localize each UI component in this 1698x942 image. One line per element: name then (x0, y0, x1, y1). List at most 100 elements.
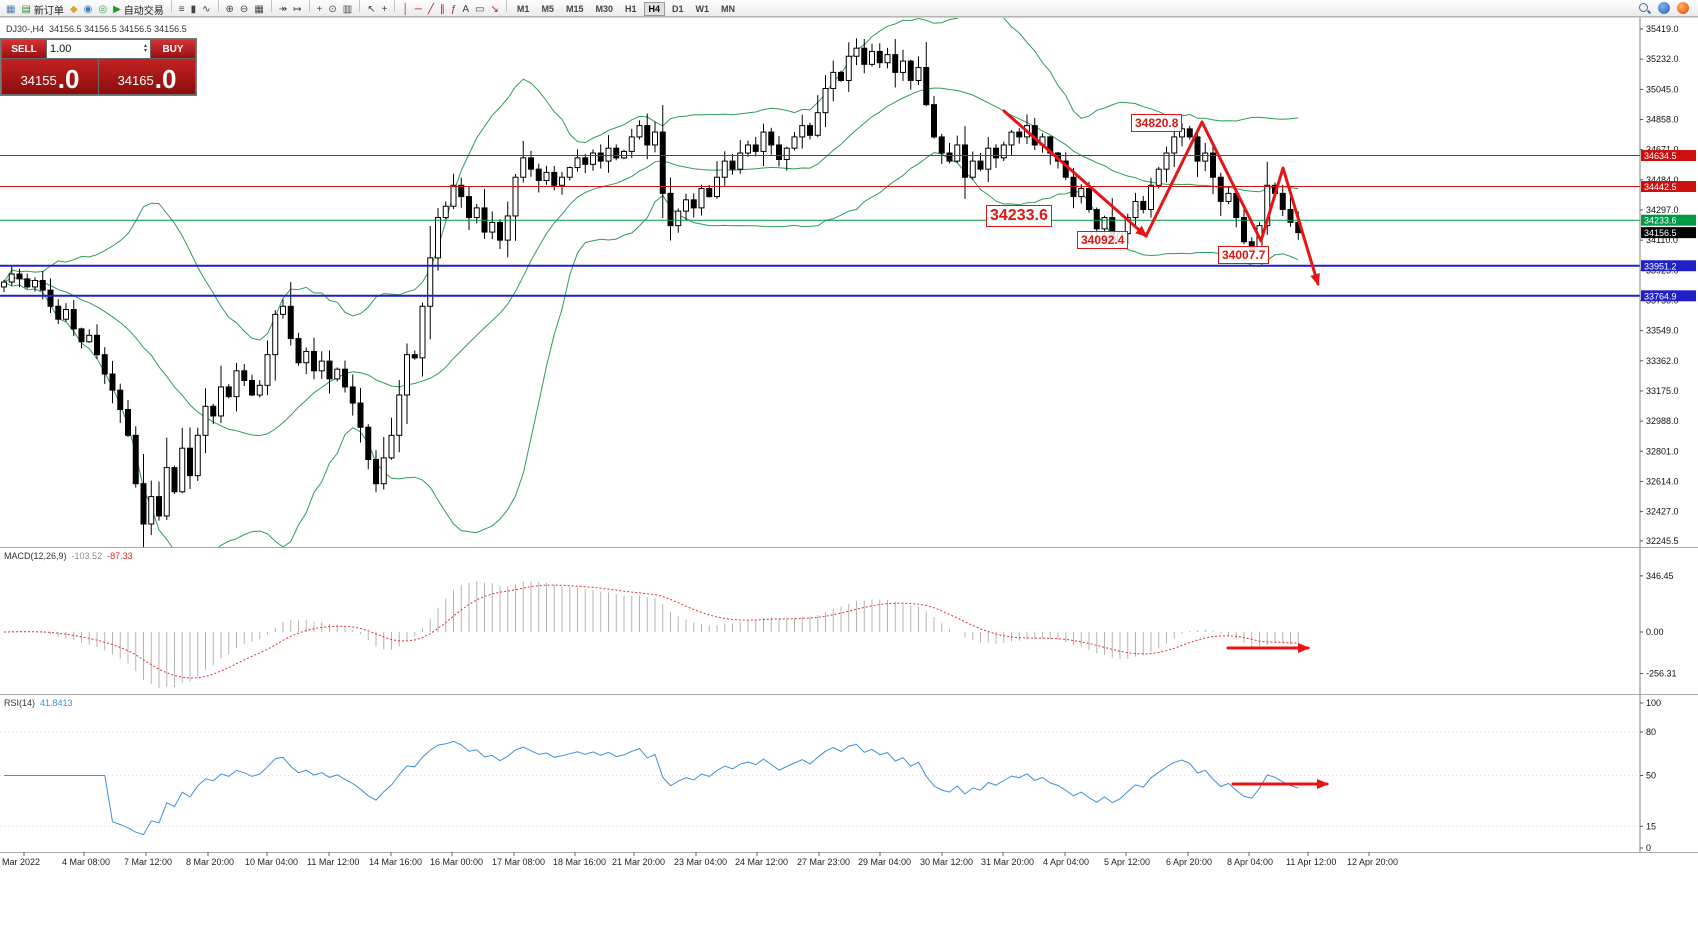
cursor-icon[interactable]: ↖ (367, 4, 376, 15)
price-annotation[interactable]: 34820.8 (1131, 114, 1183, 132)
candles-chart-icon[interactable]: ▮ (190, 4, 197, 15)
candle (1016, 128, 1023, 144)
zoom-out-icon[interactable]: ⊖ (239, 4, 249, 15)
timeframe-mn[interactable]: MN (721, 4, 736, 14)
buy-price[interactable]: 34165.0 (99, 59, 195, 94)
candle (698, 184, 705, 216)
candle (241, 363, 248, 387)
new-order-button[interactable]: ▤ 新订单 (21, 4, 64, 17)
candle (163, 437, 170, 521)
candle (1163, 146, 1170, 183)
label-icon[interactable]: ▭ (475, 4, 485, 15)
templates-button[interactable]: ▥ (342, 4, 353, 15)
price-tick: 32988.0 (1646, 416, 1679, 426)
search-icon[interactable] (1638, 2, 1651, 15)
toolbar-separator (170, 0, 172, 12)
metaeditor-icon[interactable]: ◆ (69, 4, 78, 15)
sell-button[interactable]: SELL (2, 40, 46, 58)
zoom-in-icon[interactable]: ⊕ (225, 4, 234, 15)
candle (326, 350, 333, 394)
arrows-icon[interactable]: ↘ (490, 4, 499, 15)
timeframe-m5[interactable]: M5 (541, 4, 554, 14)
market-watch-icon[interactable]: ◉ (83, 4, 93, 15)
macd-main-value: -103.52 (71, 551, 103, 561)
autotrade-button[interactable]: ▶ 自动交易 (113, 4, 164, 17)
fibonacci-icon[interactable]: ƒ (450, 4, 457, 15)
candle (427, 225, 434, 340)
price-annotation[interactable]: 34233.6 (986, 205, 1052, 227)
tile-windows-icon[interactable]: ▦ (254, 4, 264, 15)
candle (1155, 166, 1162, 189)
crosshair-icon[interactable]: + (381, 4, 388, 15)
vertical-line-icon[interactable]: │ (402, 4, 409, 15)
candle (1225, 187, 1232, 205)
candle (489, 211, 496, 240)
timeframe-m30[interactable]: M30 (595, 4, 613, 14)
community-icon[interactable] (1658, 2, 1670, 14)
toolbar-separator (505, 0, 507, 12)
price-annotation[interactable]: 34092.4 (1077, 231, 1129, 249)
candle (78, 327, 85, 349)
price-annotation[interactable]: 34007.7 (1218, 246, 1270, 264)
price-tick: 34297.0 (1646, 205, 1679, 215)
chart-shift-icon[interactable]: ↦ (293, 4, 302, 15)
sell-price[interactable]: 34155.0 (2, 59, 98, 94)
auto-scroll-icon[interactable]: ↠ (278, 4, 288, 15)
candle (1202, 142, 1209, 172)
candle (644, 113, 651, 160)
trend-arrow-2[interactable] (1144, 120, 1320, 286)
timeframe-h4[interactable]: H4 (643, 2, 666, 16)
trendline-icon[interactable]: ╱ (427, 4, 434, 15)
trend-arrow-1[interactable] (1002, 109, 1148, 238)
toolbar-right-group (1638, 2, 1695, 15)
notifications-icon[interactable] (1677, 2, 1689, 14)
volume-value[interactable]: 1.00 (50, 43, 72, 55)
timeframe-d1[interactable]: D1 (672, 4, 684, 14)
bollinger-middle-band (3, 87, 1299, 437)
candle (528, 150, 534, 177)
time-axis-label: 31 Mar 20:00 (981, 857, 1034, 867)
candle (985, 137, 992, 183)
time-axis[interactable]: Mar 2022 4 Mar 08:00 7 Mar 12:00 8 Mar 20:0… (2, 852, 1398, 867)
candle (295, 332, 302, 366)
candle (349, 374, 356, 416)
price-tick: 34671.0 (1646, 145, 1679, 155)
rsi-label: RSI(14) 41.8413 (4, 698, 73, 708)
macd-signal-value: -87.33 (107, 551, 133, 561)
candle (1287, 197, 1294, 227)
candle (543, 165, 550, 185)
timeframe-m1[interactable]: M1 (516, 4, 530, 14)
timeframe-m15[interactable]: M15 (565, 4, 584, 14)
candle (923, 42, 930, 107)
horizontal-line-icon[interactable]: ─ (414, 4, 422, 15)
candle (1210, 145, 1216, 195)
candle (783, 146, 790, 171)
buy-button[interactable]: BUY (151, 40, 195, 58)
candle (1000, 141, 1007, 162)
chart-window-icon[interactable]: ▦ (6, 4, 16, 15)
periods-button[interactable]: ⊙ (328, 4, 337, 15)
candle (148, 480, 155, 536)
indicators-button[interactable]: + (316, 4, 323, 15)
volume-stepper[interactable]: 1.00 ▴ ▾ (47, 40, 150, 58)
timeframe-w1[interactable]: W1 (695, 4, 710, 14)
timeframe-h1[interactable]: H1 (624, 4, 637, 14)
text-icon[interactable]: A (462, 4, 470, 15)
line-chart-icon[interactable]: ∿ (202, 4, 211, 15)
channel-icon[interactable]: ∥ (439, 4, 445, 15)
volume-up-button[interactable]: ▴ (143, 43, 147, 49)
price-label-33764.9: 33764.9 (1641, 290, 1696, 302)
candle (1031, 117, 1038, 150)
candle (1140, 195, 1147, 214)
signals-icon[interactable]: ◎ (98, 4, 108, 15)
bars-chart-icon[interactable]: ≡ (178, 4, 185, 15)
time-axis-label: 14 Mar 16:00 (369, 857, 422, 867)
toolbar: ▦ ▤ 新订单 ◆ ◉ ◎ ▶ 自动交易 ≡ ▮ ∿ ⊕ ⊖ ▦ ↠ ↦ + ⊙ ▥ ↖ + │ ─ ╱ ∥ ƒ A ▭ ↘ M1 M5 M1… (0, 0, 1698, 17)
candle (388, 417, 395, 460)
price-axis[interactable]: 35419.0 35232.0 35045.0 34858.0 34671.0 34484… (1640, 24, 1696, 853)
volume-down-button[interactable]: ▾ (143, 48, 147, 54)
candle (233, 362, 240, 412)
candle (256, 380, 263, 398)
price-tick: 32801.0 (1646, 446, 1679, 456)
